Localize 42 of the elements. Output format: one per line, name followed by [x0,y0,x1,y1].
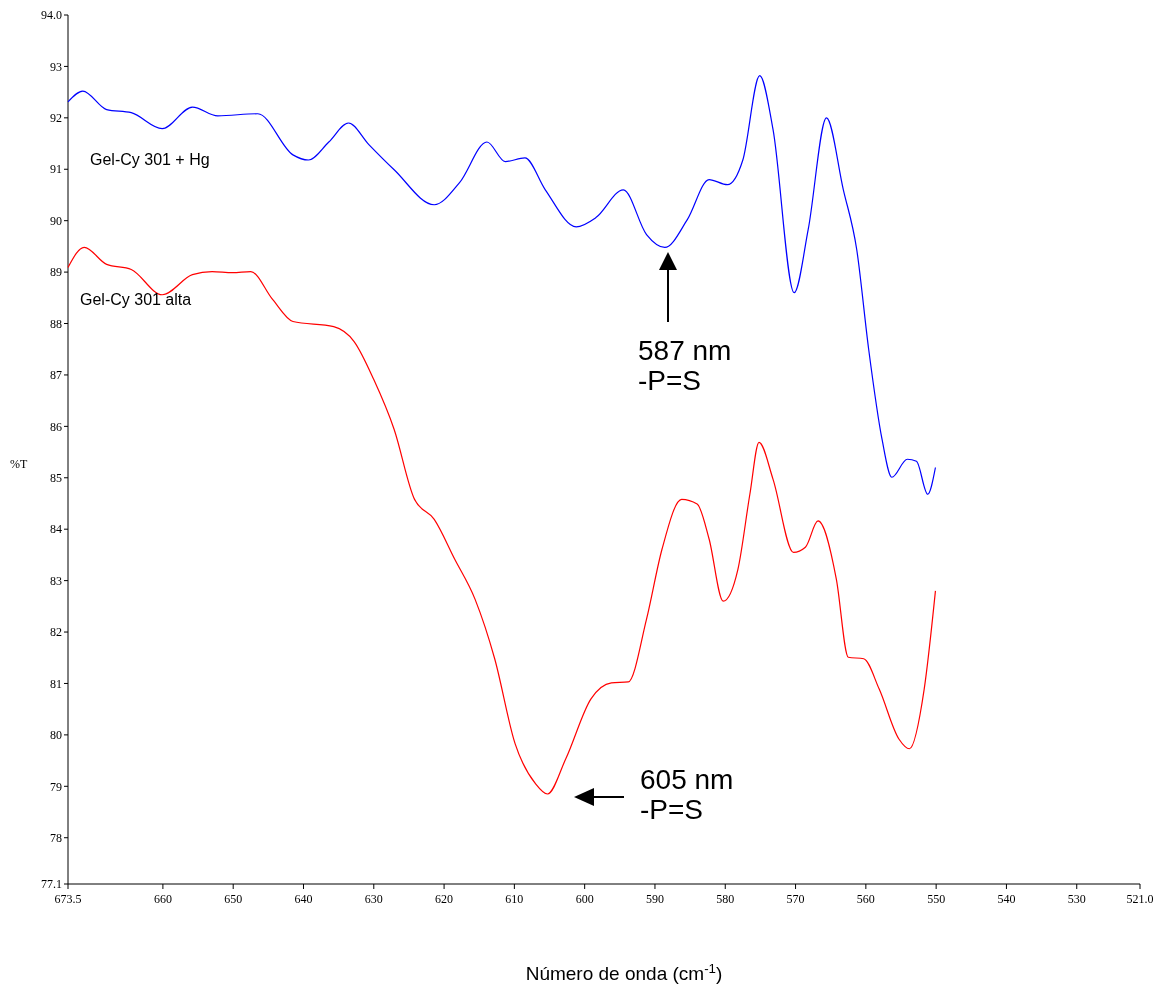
annotation: 605 nm -P=S [640,764,734,825]
y-tick-label: 84 [50,522,62,537]
y-axis-title: %T [10,457,28,471]
line-series [67,246,937,795]
x-tick-label: 610 [505,892,524,906]
x-tick-label: 673.5 [54,892,82,906]
y-tick-label: 78 [50,830,62,845]
y-tick-label: 90 [50,213,62,228]
series-label: Gel-Cy 301 alta [80,291,192,308]
x-tick-label: 580 [716,892,735,906]
y-tick-label: 91 [50,162,62,177]
annotation: 587 nm -P=S [638,335,732,396]
y-tick-label: 85 [50,470,62,485]
x-tick-label: 640 [294,892,313,906]
x-tick-label: 660 [153,892,172,906]
x-tick-label: 550 [927,892,946,906]
x-tick-label: 560 [856,892,875,906]
y-tick-label: 89 [50,265,62,280]
y-tick-label: 82 [50,625,62,640]
y-tick-label: 88 [50,316,62,331]
x-tick-label: 570 [786,892,805,906]
y-tick-label: 93 [50,59,62,74]
x-tick-label: 540 [997,892,1016,906]
y-tick-label: 87 [50,368,62,383]
y-tick-label: 86 [50,419,62,434]
text: Gel-Cy 301 + Hg [90,151,210,168]
y-tick-label: 79 [50,779,62,794]
y-tick-label: 80 [50,728,62,743]
line-series [67,75,937,495]
x-tick-label: 600 [575,892,594,906]
y-tick-label: 81 [50,676,62,691]
y-tick-label: 83 [50,573,62,588]
y-tick-label: 92 [50,111,62,126]
x-axis-title: Número de onda (cm$^{-1}$) [525,960,723,984]
x-tick-label: 590 [645,892,664,906]
y-tick-label: 94.0 [41,8,62,23]
y-tick-label: 77.1 [41,877,62,892]
x-tick-label: 650 [224,892,243,906]
x-tick-label: 630 [364,892,383,906]
x-tick-label: 521.0 [1126,892,1154,906]
x-tick-label: 620 [435,892,454,906]
x-tick-label: 530 [1067,892,1086,906]
